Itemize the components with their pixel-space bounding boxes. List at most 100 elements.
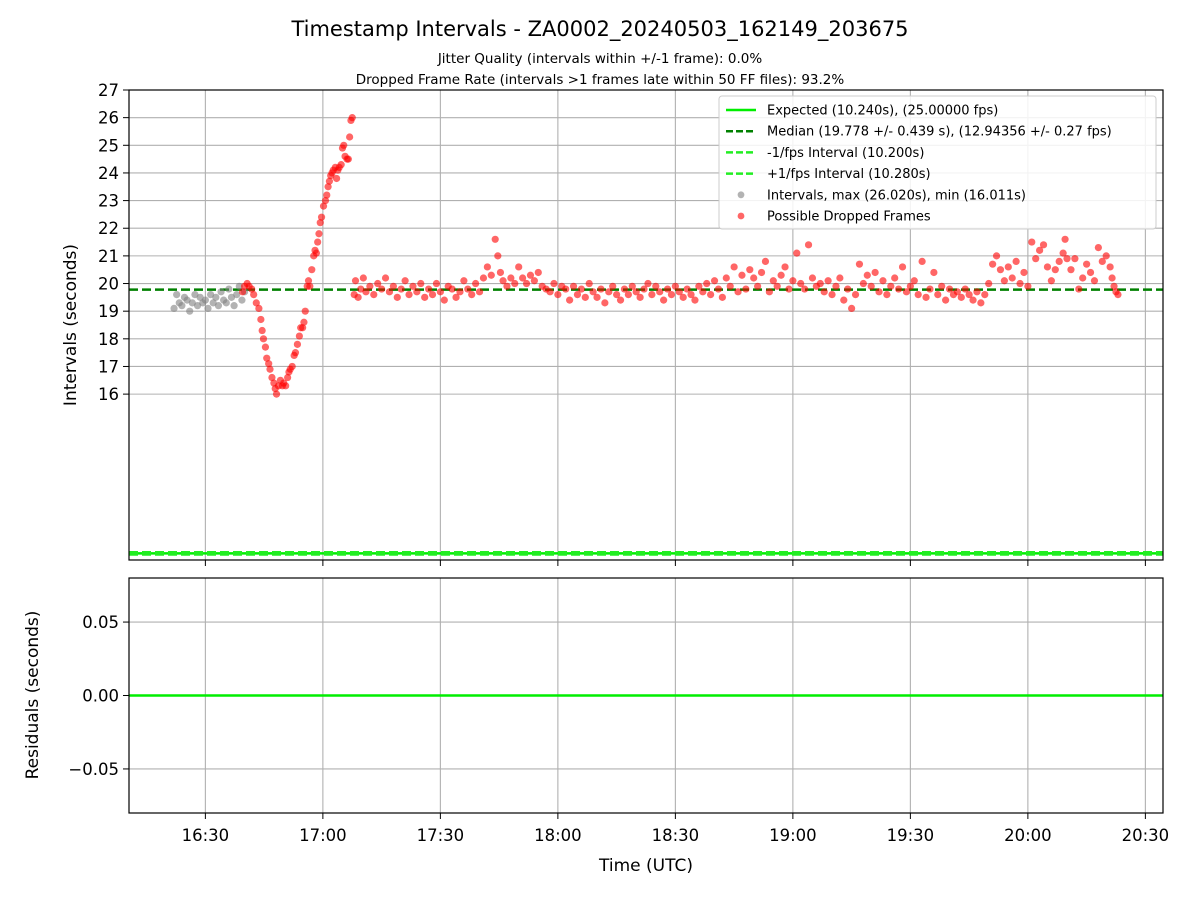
- dropped-frame-point: [898, 263, 907, 271]
- dropped-frame-point: [867, 282, 875, 290]
- dropped-frame-point: [248, 285, 256, 293]
- dropped-frame-point: [374, 279, 382, 288]
- dropped-frame-point: [1094, 243, 1102, 252]
- dropped-frame-point: [1067, 266, 1075, 274]
- dropped-frame-point: [464, 285, 472, 293]
- dropped-frame-point: [1020, 268, 1028, 277]
- dropped-frame-point: [797, 279, 805, 288]
- dropped-frame-point: [550, 279, 558, 288]
- dropped-frame-point: [425, 285, 433, 293]
- dropped-frame-point: [793, 249, 801, 257]
- dropped-frame-point: [620, 285, 629, 293]
- dropped-frame-point: [417, 279, 425, 288]
- dropped-frame-point: [1071, 255, 1079, 263]
- dropped-frame-point: [324, 183, 332, 191]
- dropped-frame-point: [483, 263, 491, 271]
- dropped-frame-point: [942, 296, 950, 304]
- dropped-frame-point: [710, 277, 719, 285]
- legend-marker-good: [737, 191, 745, 199]
- y-tick-label: −0.05: [68, 760, 119, 779]
- dropped-frame-point: [742, 285, 750, 293]
- dropped-frame-point: [824, 277, 832, 285]
- dropped-frame-point: [546, 288, 554, 296]
- dropped-frame-point: [961, 285, 969, 293]
- dropped-frame-point: [300, 318, 308, 326]
- dropped-frame-point: [261, 343, 270, 351]
- dropped-frame-point: [1051, 266, 1059, 274]
- dropped-frame-point: [1061, 235, 1069, 243]
- top-plot-y-axis-label: Intervals (seconds): [61, 244, 81, 406]
- dropped-frame-point: [499, 277, 507, 285]
- interval-point: [170, 304, 178, 313]
- dropped-frame-point: [250, 290, 258, 299]
- dropped-frame-point: [581, 293, 589, 301]
- dropped-frame-point: [1110, 282, 1118, 290]
- dropped-frame-point: [656, 288, 664, 296]
- dropped-frame-point: [906, 282, 914, 290]
- dropped-frame-point: [996, 266, 1005, 274]
- legend-marker-dropped: [737, 212, 745, 220]
- y-tick-label: 0.00: [82, 687, 119, 706]
- dropped-frame-point: [405, 290, 413, 299]
- dropped-frame-point: [1083, 260, 1091, 268]
- x-tick-label: 17:30: [417, 826, 465, 845]
- dropped-frame-point: [871, 268, 879, 277]
- x-tick-label: 16:30: [182, 826, 230, 845]
- dropped-frame-point: [887, 282, 895, 290]
- dropped-frame-point: [351, 277, 360, 285]
- dropped-frame-point: [238, 288, 247, 296]
- dropped-frame-point: [413, 288, 421, 296]
- x-tick-label: 19:30: [887, 826, 935, 845]
- dropped-frame-point: [953, 288, 961, 296]
- dropped-frame-point: [348, 114, 356, 122]
- dropped-frame-point: [389, 282, 397, 290]
- dropped-frame-point: [836, 274, 844, 282]
- legend-label-median: Median (19.778 +/- 0.439 s), (12.94356 +…: [767, 125, 1112, 140]
- dropped-frame-point: [683, 285, 691, 293]
- dropped-frame-point: [530, 277, 538, 285]
- y-tick-label: 21: [98, 247, 119, 266]
- dropped-frame-point: [1028, 238, 1036, 246]
- dropped-frame-point: [1090, 277, 1099, 285]
- legend-label-good: Intervals, max (26.020s), min (16.011s): [767, 188, 1026, 203]
- dropped-frame-point: [370, 290, 378, 299]
- dropped-frame-point: [722, 274, 730, 282]
- dropped-frame-point: [1004, 263, 1012, 271]
- interval-point: [233, 290, 241, 299]
- dropped-frame-point: [699, 288, 707, 296]
- chart-title: Timestamp Intervals - ZA0002_20240503_16…: [290, 17, 908, 42]
- x-tick-label: 18:00: [534, 826, 582, 845]
- dropped-frame-point: [308, 266, 316, 274]
- dropped-frame-point: [754, 282, 762, 290]
- dropped-frame-point: [750, 274, 758, 282]
- dropped-frame-point: [569, 282, 578, 290]
- interval-point: [204, 304, 212, 313]
- x-tick-label: 18:30: [652, 826, 700, 845]
- dropped-frame-point: [785, 285, 793, 293]
- dropped-frame-point: [1000, 277, 1008, 285]
- dropped-frame-point: [679, 293, 687, 301]
- dropped-frame-point: [319, 202, 328, 210]
- dropped-frame-point: [314, 238, 322, 246]
- dropped-frame-point: [820, 288, 828, 296]
- dropped-frame-point: [257, 315, 265, 324]
- dropped-frame-point: [644, 279, 652, 288]
- dropped-frame-point: [726, 282, 734, 290]
- chart-subtitle-dropped: Dropped Frame Rate (intervals >1 frames …: [356, 72, 845, 88]
- dropped-frame-point: [460, 277, 468, 285]
- dropped-frame-point: [344, 155, 352, 163]
- y-tick-label: 18: [98, 330, 119, 349]
- dropped-frame-point: [879, 277, 887, 285]
- interval-point: [217, 288, 225, 296]
- dropped-frame-point: [534, 268, 542, 277]
- dropped-frame-point: [863, 271, 871, 279]
- dropped-frame-point: [1106, 263, 1114, 271]
- dropped-frame-point: [918, 257, 926, 266]
- dropped-frame-point: [378, 285, 386, 293]
- dropped-frame-point: [840, 296, 848, 304]
- dropped-frame-point: [1012, 257, 1020, 266]
- dropped-frame-point: [675, 288, 683, 296]
- dropped-frame-point: [299, 324, 307, 332]
- x-tick-label: 19:00: [769, 826, 817, 845]
